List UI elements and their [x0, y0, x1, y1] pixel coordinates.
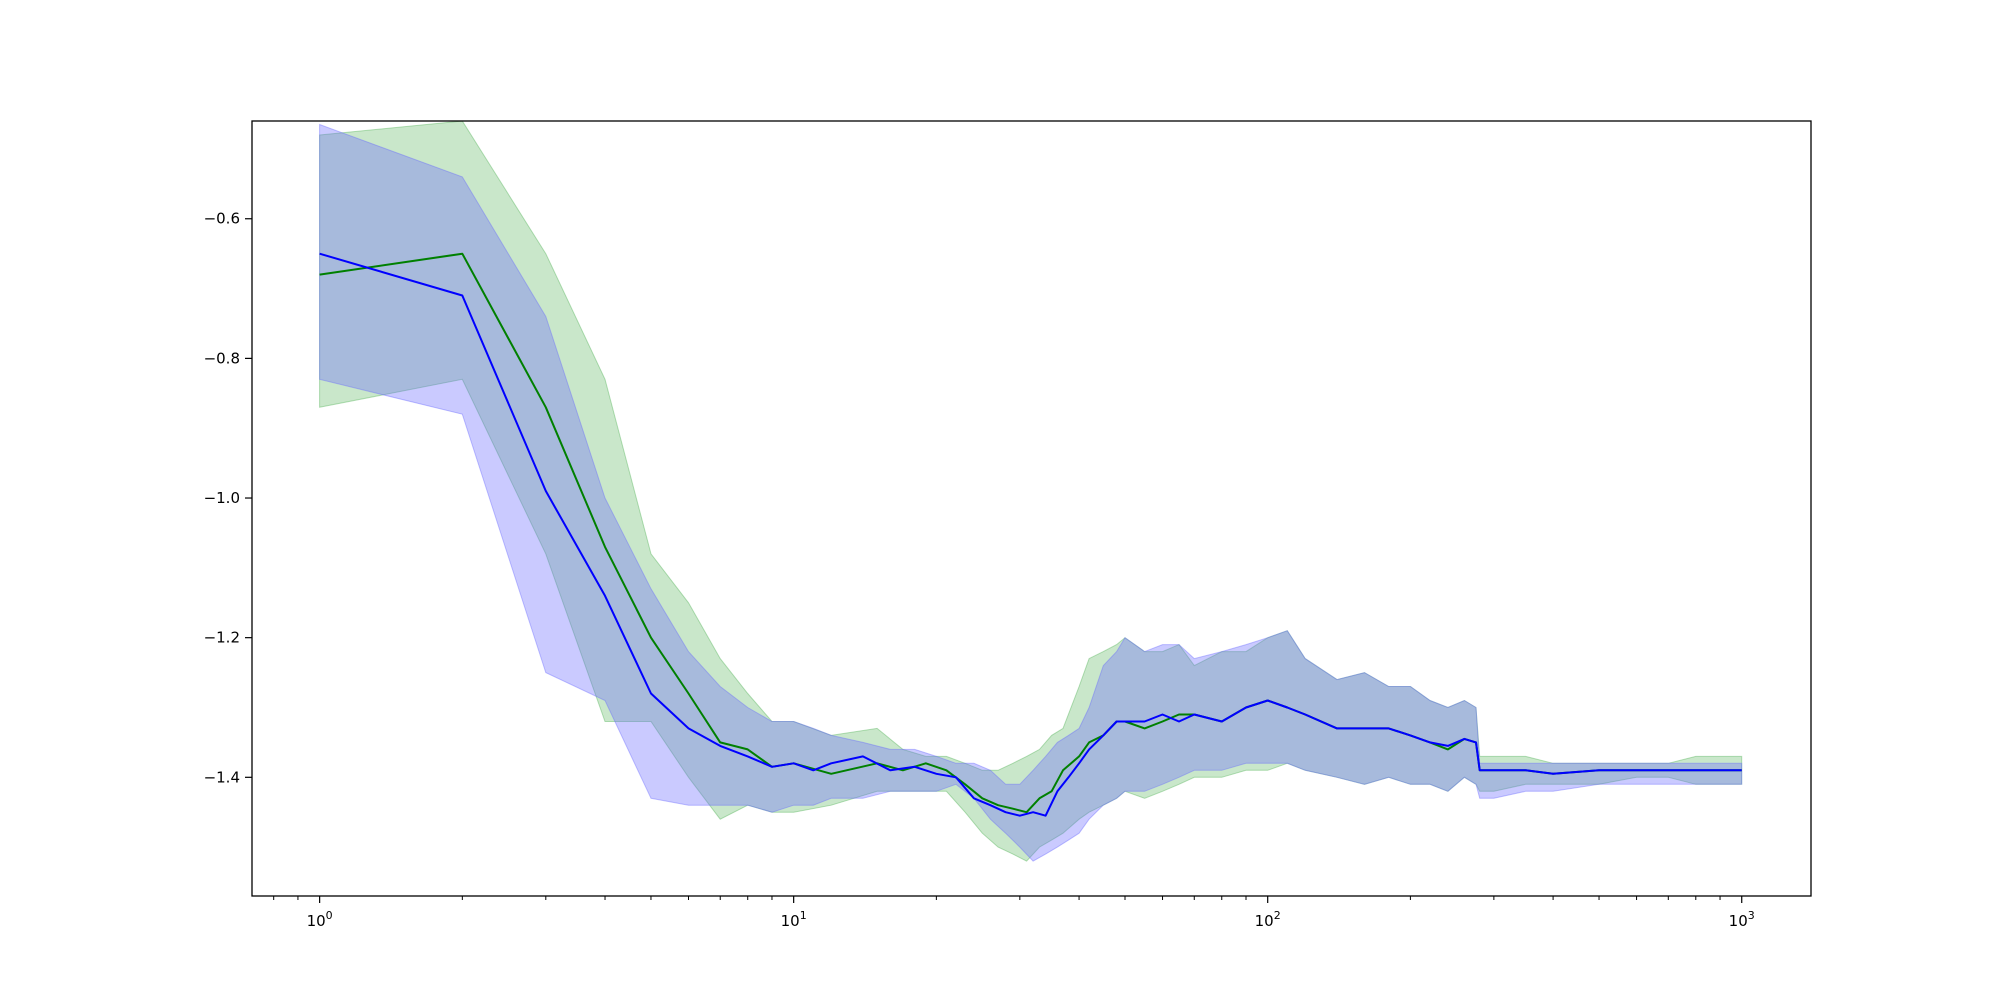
series-1-band	[319, 120, 1743, 862]
x-tick-label: 100	[307, 909, 333, 930]
series-lines	[319, 252, 1742, 817]
y-tick-label: −1.0	[204, 489, 240, 507]
y-tick-label: −1.2	[204, 629, 240, 647]
x-tick-label: 102	[1255, 909, 1281, 930]
confidence-bands	[319, 120, 1743, 862]
y-tick-label: −0.8	[204, 349, 240, 367]
y-axis: −1.4 −1.2 −1.0 −0.8 −0.6	[204, 210, 252, 786]
series-2-line	[319, 252, 1742, 817]
y-tick-label: −1.4	[204, 768, 240, 786]
series-2-band	[319, 123, 1743, 862]
x-tick-label: 103	[1729, 909, 1755, 930]
plot-frame	[251, 120, 1812, 897]
x-tick-label: 101	[781, 909, 807, 930]
y-tick-label: −0.6	[204, 210, 240, 228]
x-axis: 100 101 102 103	[273, 896, 1755, 930]
